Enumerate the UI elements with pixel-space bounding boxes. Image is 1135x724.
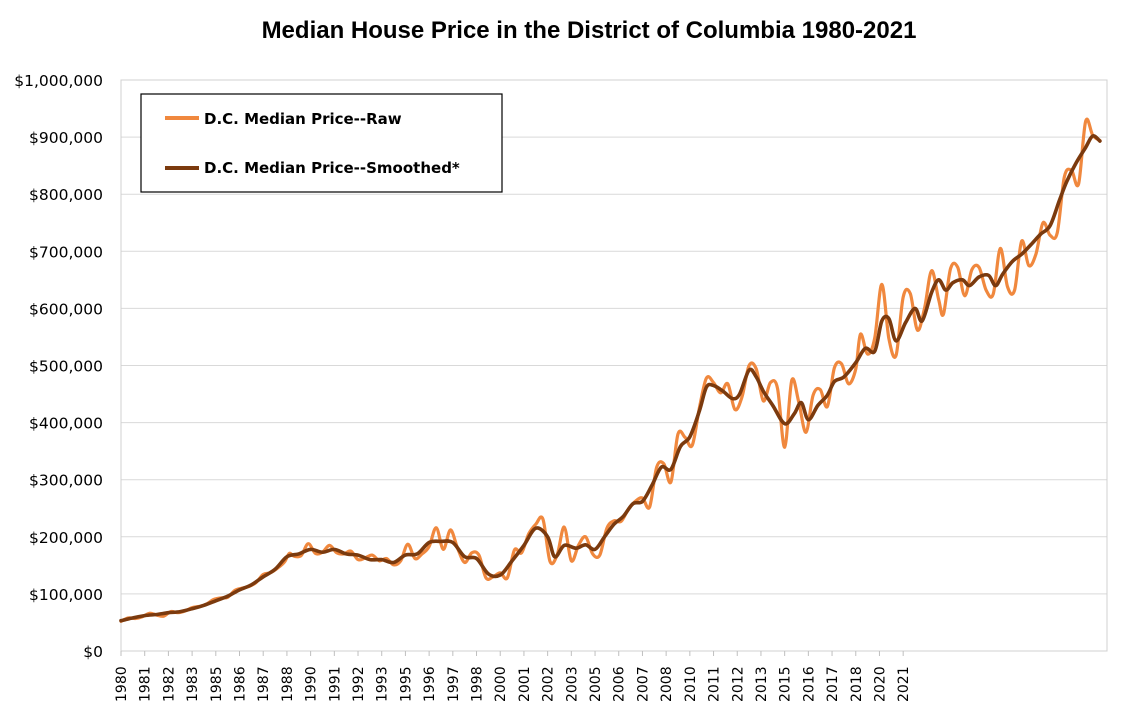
legend: D.C. Median Price--Raw D.C. Median Price… — [140, 93, 503, 193]
x-tick-label: 1997 — [446, 666, 462, 702]
x-tick-label: 1991 — [327, 666, 343, 702]
y-tick-label: $900,000 — [29, 129, 103, 147]
legend-label-raw: D.C. Median Price--Raw — [204, 110, 402, 128]
y-tick-label: $800,000 — [29, 186, 103, 204]
x-tick-label: 1986 — [233, 666, 249, 702]
x-tick-label: 2005 — [588, 666, 604, 702]
x-axis-ticks: 1980 1981 1982 1983 1985 1986 1987 1988 1990 1991… — [114, 651, 912, 702]
x-tick-label: 2013 — [754, 666, 770, 702]
x-tick-label: 2002 — [541, 666, 557, 702]
y-tick-label: $1,000,000 — [14, 72, 103, 90]
series-lines — [119, 117, 1102, 623]
x-tick-label: 1982 — [161, 666, 177, 702]
x-tick-label: 1996 — [422, 666, 438, 702]
x-tick-label: 2012 — [730, 666, 746, 702]
x-tick-label: 2011 — [707, 666, 723, 702]
x-tick-label: 1988 — [280, 666, 296, 702]
y-tick-label: $100,000 — [29, 586, 103, 604]
legend-box — [140, 93, 503, 193]
x-tick-label: 2007 — [635, 666, 651, 702]
x-tick-label: 1983 — [185, 666, 201, 702]
x-tick-label: 2010 — [683, 666, 699, 702]
x-tick-label: 2018 — [849, 666, 865, 702]
x-tick-label: 2021 — [896, 666, 912, 702]
y-tick-label: $500,000 — [29, 358, 103, 376]
x-tick-label: 2000 — [493, 666, 509, 702]
x-tick-label: 2003 — [564, 666, 580, 702]
chart-title: Median House Price in the District of Co… — [262, 17, 917, 44]
x-tick-label: 2008 — [659, 666, 675, 702]
x-tick-label: 1990 — [304, 666, 320, 702]
x-tick-label: 1981 — [138, 666, 154, 702]
x-tick-label: 1995 — [398, 666, 414, 702]
y-tick-label: $0 — [83, 643, 103, 661]
x-tick-label: 2006 — [612, 666, 628, 702]
y-tick-label: $300,000 — [29, 472, 103, 490]
series-line-raw — [119, 117, 1102, 623]
x-tick-label: 2020 — [872, 666, 888, 702]
series-line-smoothed — [119, 134, 1102, 623]
y-tick-label: $400,000 — [29, 415, 103, 433]
x-tick-label: 2016 — [801, 666, 817, 702]
legend-label-smoothed: D.C. Median Price--Smoothed* — [204, 159, 460, 177]
x-tick-label: 1993 — [375, 666, 391, 702]
y-tick-label: $600,000 — [29, 300, 103, 318]
x-tick-label: 2017 — [825, 666, 841, 702]
x-tick-label: 1992 — [351, 666, 367, 702]
y-axis-ticks: $0 $100,000 $200,000 $300,000 $400,000 $500,0… — [14, 72, 103, 661]
x-tick-label: 1980 — [114, 666, 130, 702]
x-tick-label: 1985 — [209, 666, 225, 702]
x-tick-label: 2001 — [517, 666, 533, 702]
plot-area-frame — [120, 79, 1108, 652]
y-tick-label: $200,000 — [29, 529, 103, 547]
x-tick-label: 1987 — [256, 666, 272, 702]
x-tick-label: 1998 — [470, 666, 486, 702]
x-tick-label: 2015 — [778, 666, 794, 702]
y-tick-label: $700,000 — [29, 243, 103, 261]
